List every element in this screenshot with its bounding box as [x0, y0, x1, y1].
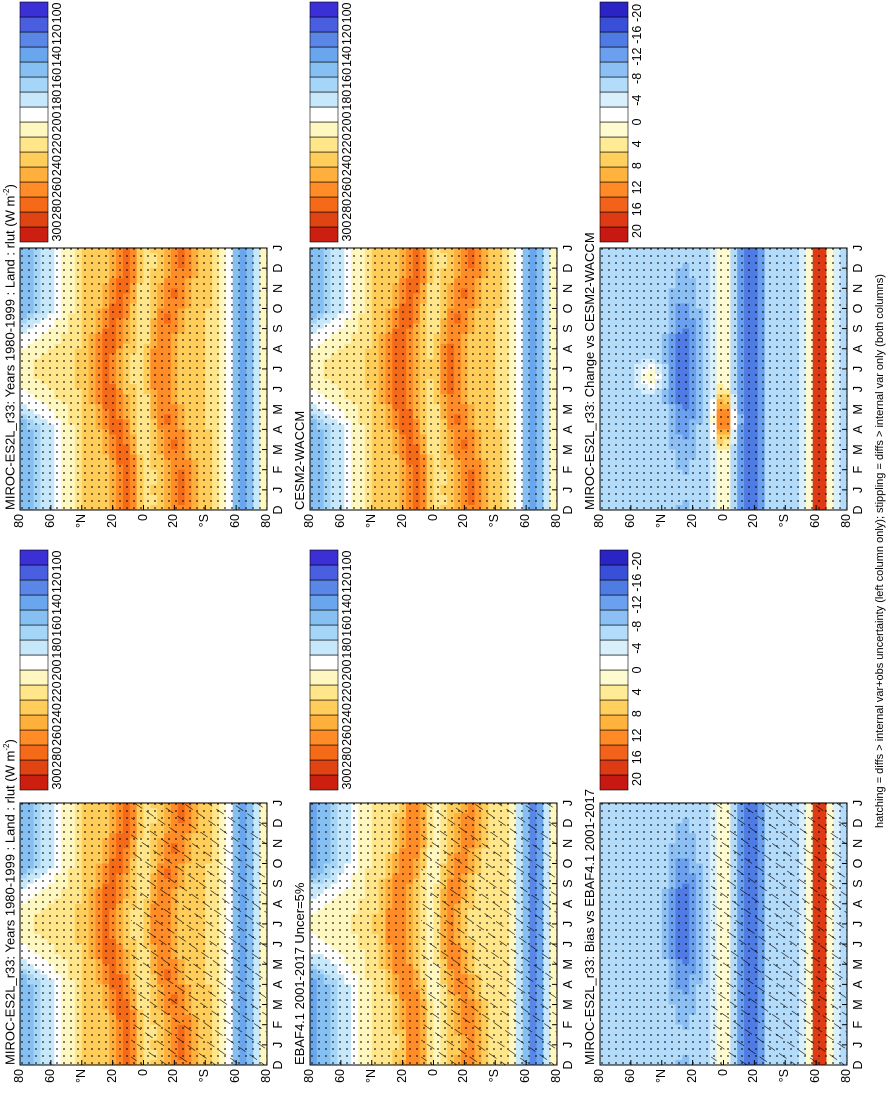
y-tick-label: 60 — [332, 1069, 347, 1083]
panel-title-text: MIROC-ES2L_r33: Years 1980-1999 : Land :… — [2, 750, 18, 1065]
x-tick-label: A — [271, 980, 285, 989]
heatmap-plot — [309, 802, 558, 1066]
y-tick-label: 60 — [228, 1069, 243, 1083]
x-tick-label: A — [271, 899, 285, 908]
x-tick-label: J — [271, 920, 285, 928]
y-tick-label: 80 — [549, 1069, 563, 1083]
figure-footnote: hatching = diffs > internal var+obs unce… — [874, 274, 886, 828]
hatching-overlay — [421, 803, 558, 1065]
y-tick-label: 0 — [425, 1069, 440, 1076]
panel-title-text: EBAF4.1 2001-2017 Uncer=5% — [292, 882, 307, 1065]
y-tick-label: 20 — [104, 1069, 119, 1083]
x-tick-label: O — [561, 858, 575, 869]
y-tick-label: 20 — [166, 1069, 181, 1083]
panel-title: MIROC-ES2L_r33: Years 1980-1999 : Land :… — [2, 739, 17, 1065]
x-tick-label: M — [561, 959, 575, 970]
x-tick-label: D — [561, 818, 575, 828]
y-tick-hemisphere: °N — [363, 1069, 378, 1084]
hatching-overlay — [131, 803, 268, 1065]
x-tick-label: S — [561, 879, 575, 888]
y-tick-hemisphere: °S — [197, 1069, 212, 1083]
x-tick-label: J — [561, 799, 575, 807]
y-tick-hemisphere: °S — [487, 1069, 502, 1083]
y-tick-label: 60 — [42, 1069, 57, 1083]
heatmap-plot — [599, 802, 848, 1066]
x-tick-label: N — [271, 838, 285, 848]
x-tick-label: F — [271, 1020, 285, 1029]
x-tick-label: A — [561, 899, 575, 908]
x-tick-label: J — [561, 940, 575, 948]
y-tick-label: 20 — [394, 1069, 409, 1083]
y-tick-label: 0 — [135, 1069, 150, 1076]
y-tick-label: 80 — [259, 1069, 273, 1083]
x-tick-label: J — [561, 1041, 575, 1048]
x-tick-label: A — [561, 980, 575, 989]
x-tick-label: J — [271, 1041, 285, 1048]
y-tick-hemisphere: °N — [73, 1069, 88, 1084]
x-tick-label: D — [561, 1060, 575, 1070]
y-tick-label: 20 — [456, 1069, 471, 1083]
x-tick-label: D — [271, 1060, 285, 1070]
x-tick-label: O — [271, 858, 285, 869]
y-tick-label: 80 — [12, 1069, 26, 1083]
heatmap-plot — [19, 802, 268, 1066]
x-tick-label: M — [561, 999, 575, 1010]
x-tick-label: M — [271, 999, 285, 1010]
x-tick-label: J — [271, 940, 285, 948]
panel-title-superscript: -2 — [2, 743, 11, 751]
panel-title: EBAF4.1 2001-2017 Uncer=5% — [292, 883, 307, 1065]
x-tick-label: F — [561, 1020, 575, 1029]
x-tick-label: J — [271, 799, 285, 807]
x-tick-label: D — [271, 818, 285, 828]
x-tick-label: M — [271, 959, 285, 970]
y-tick-label: 80 — [302, 1069, 316, 1083]
panel-title-suffix: ) — [2, 739, 18, 744]
x-tick-label: J — [561, 920, 575, 928]
x-tick-label: N — [561, 838, 575, 848]
x-tick-label: S — [271, 879, 285, 888]
y-tick-label: 60 — [518, 1069, 533, 1083]
